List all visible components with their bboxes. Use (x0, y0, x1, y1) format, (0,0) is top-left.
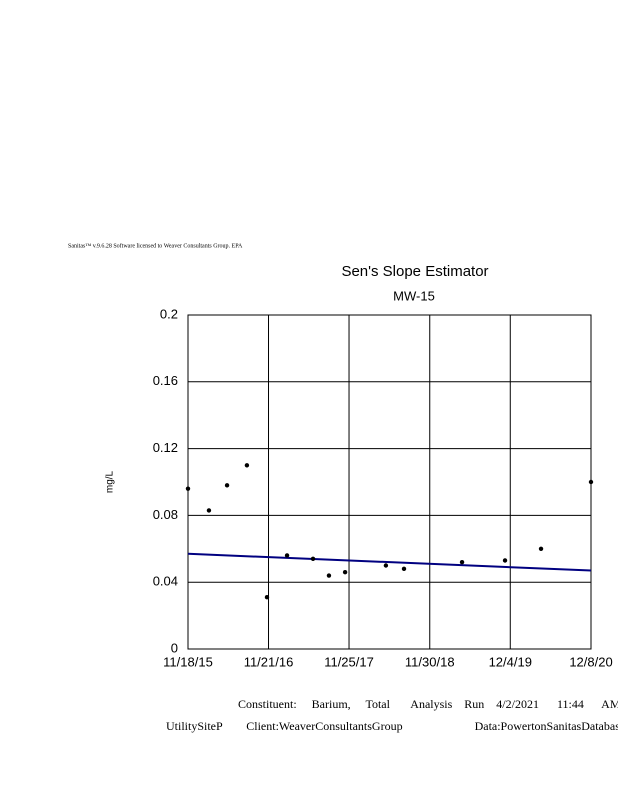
y-axis-label: mg/L (105, 470, 116, 493)
header: Sanitas™ v.9.6.28 Software licensed to W… (68, 242, 243, 249)
trend-line (187, 552, 592, 572)
data-point (401, 566, 407, 572)
footer-line: UtilitySiteP Client:WeaverConsultantsGro… (166, 719, 618, 733)
data-point (342, 569, 348, 575)
data-point (284, 553, 290, 558)
plot-frame (187, 314, 592, 650)
data-point (224, 483, 230, 488)
data-point (383, 563, 389, 568)
x-tick-label: 11/18/15 (163, 654, 213, 669)
data-point (502, 558, 508, 563)
x-tick-label: 12/8/20 (569, 654, 612, 669)
data-point (588, 479, 594, 485)
data-point (326, 573, 332, 578)
x-tick-label: 11/21/16 (244, 654, 294, 669)
data-point (244, 463, 250, 468)
y-tick-label: 0.08 (153, 507, 178, 522)
chart-subtitle: MW-15 (393, 288, 435, 303)
footer-line: Constituent: Barium, Total Analysis Run … (238, 697, 618, 711)
y-tick-label: 0.16 (153, 373, 178, 388)
data-point (310, 556, 316, 562)
data-point (538, 546, 544, 551)
y-tick-label: 0 (171, 640, 178, 655)
data-point (185, 486, 191, 491)
y-tick-label: 0.12 (153, 440, 178, 455)
y-tick-label: 0.04 (153, 574, 178, 589)
data-point (264, 595, 270, 600)
x-tick-label: 11/30/18 (405, 654, 455, 669)
data-point (206, 508, 212, 513)
chart-title: Sen's Slope Estimator (341, 263, 488, 280)
x-tick-label: 12/4/19 (489, 654, 532, 669)
x-tick-label: 11/25/17 (324, 654, 374, 669)
y-tick-label: 0.2 (160, 306, 178, 321)
data-point (459, 559, 465, 565)
